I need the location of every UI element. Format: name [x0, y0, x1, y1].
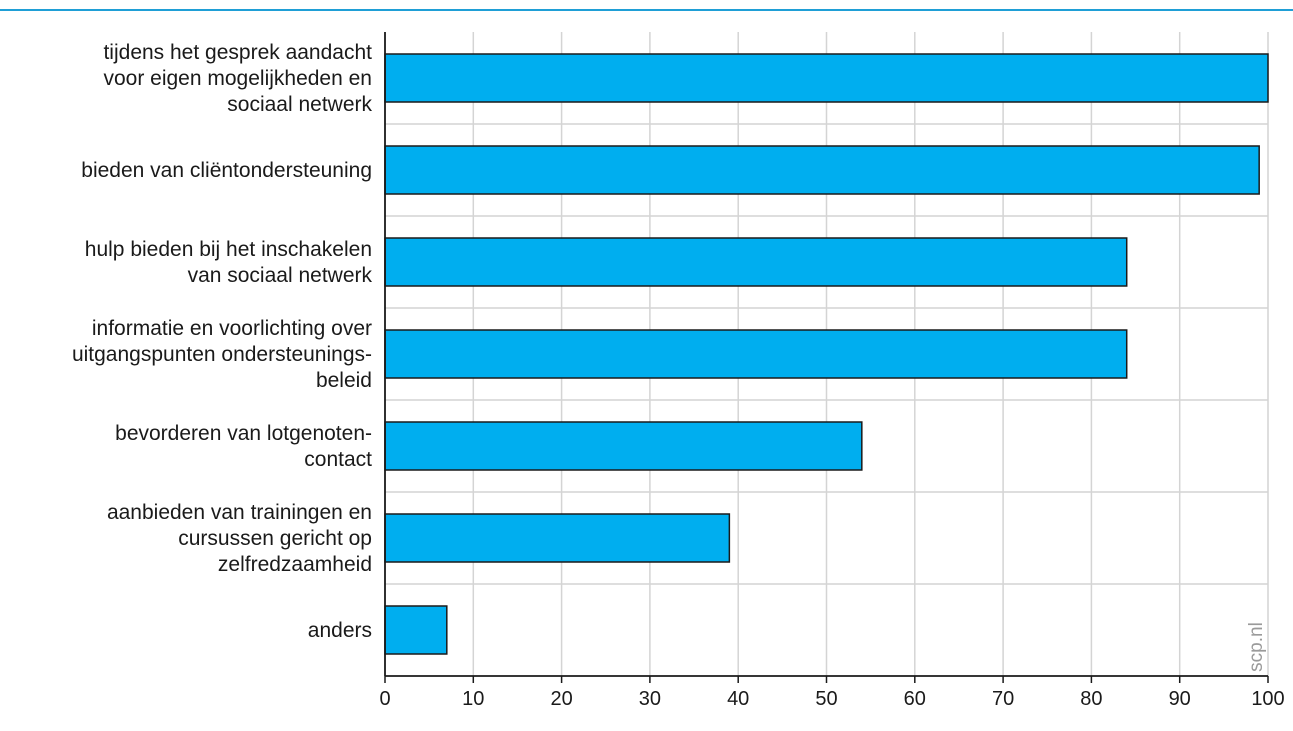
category-label-5-line-0: aanbieden van trainingen en [107, 501, 372, 524]
category-label-0-line-1: voor eigen mogelijkheden en [103, 67, 372, 90]
x-tick-label-3: 30 [639, 688, 661, 710]
bar-6 [384, 605, 448, 655]
bar-3 [384, 329, 1128, 379]
category-label-2-line-1: van sociaal netwerk [188, 264, 373, 287]
x-tick-label-2: 20 [550, 688, 572, 710]
category-label-0-line-2: sociaal netwerk [227, 93, 372, 116]
category-label-5-line-2: zelfredzaamheid [218, 553, 372, 576]
category-label-2-line-0: hulp bieden bij het inschakelen [85, 238, 372, 261]
top-rule [0, 9, 1293, 11]
x-tick-label-6: 60 [904, 688, 926, 710]
bar-0 [384, 53, 1269, 103]
category-label-4-line-1: contact [304, 448, 372, 471]
scp-watermark: scp.nl [1246, 622, 1267, 672]
x-tick-label-10: 100 [1251, 688, 1284, 710]
x-tick-label-1: 10 [462, 688, 484, 710]
x-tick-label-7: 70 [992, 688, 1014, 710]
axes [384, 32, 1269, 683]
category-label-0-line-0: tijdens het gesprek aandacht [103, 41, 372, 64]
category-label-3-line-1: uitgangspunten ondersteunings- [72, 343, 372, 366]
bars [384, 53, 1269, 655]
bar-2 [384, 237, 1128, 287]
category-labels: tijdens het gesprek aandacht voor eigen m… [72, 41, 373, 642]
x-tick-label-9: 90 [1169, 688, 1191, 710]
x-tick-label-4: 40 [727, 688, 749, 710]
bar-4 [384, 421, 863, 471]
bar-1 [384, 145, 1260, 195]
category-label-3-line-2: beleid [316, 369, 372, 392]
category-label-1-line-0: bieden van cliëntondersteuning [81, 159, 372, 182]
bar-5 [384, 513, 731, 563]
category-label-6-line-0: anders [308, 619, 372, 642]
category-label-4-line-0: bevorderen van lotgenoten- [115, 422, 372, 445]
x-tick-label-8: 80 [1080, 688, 1102, 710]
category-label-3-line-0: informatie en voorlichting over [92, 317, 372, 340]
category-label-5-line-1: cursussen gericht op [178, 527, 372, 550]
x-tick-labels: 0 10 20 30 40 50 60 70 80 90 100 [379, 688, 1284, 710]
x-tick-label-0: 0 [379, 688, 390, 710]
grid-lines [385, 32, 1269, 676]
x-tick-label-5: 50 [815, 688, 837, 710]
